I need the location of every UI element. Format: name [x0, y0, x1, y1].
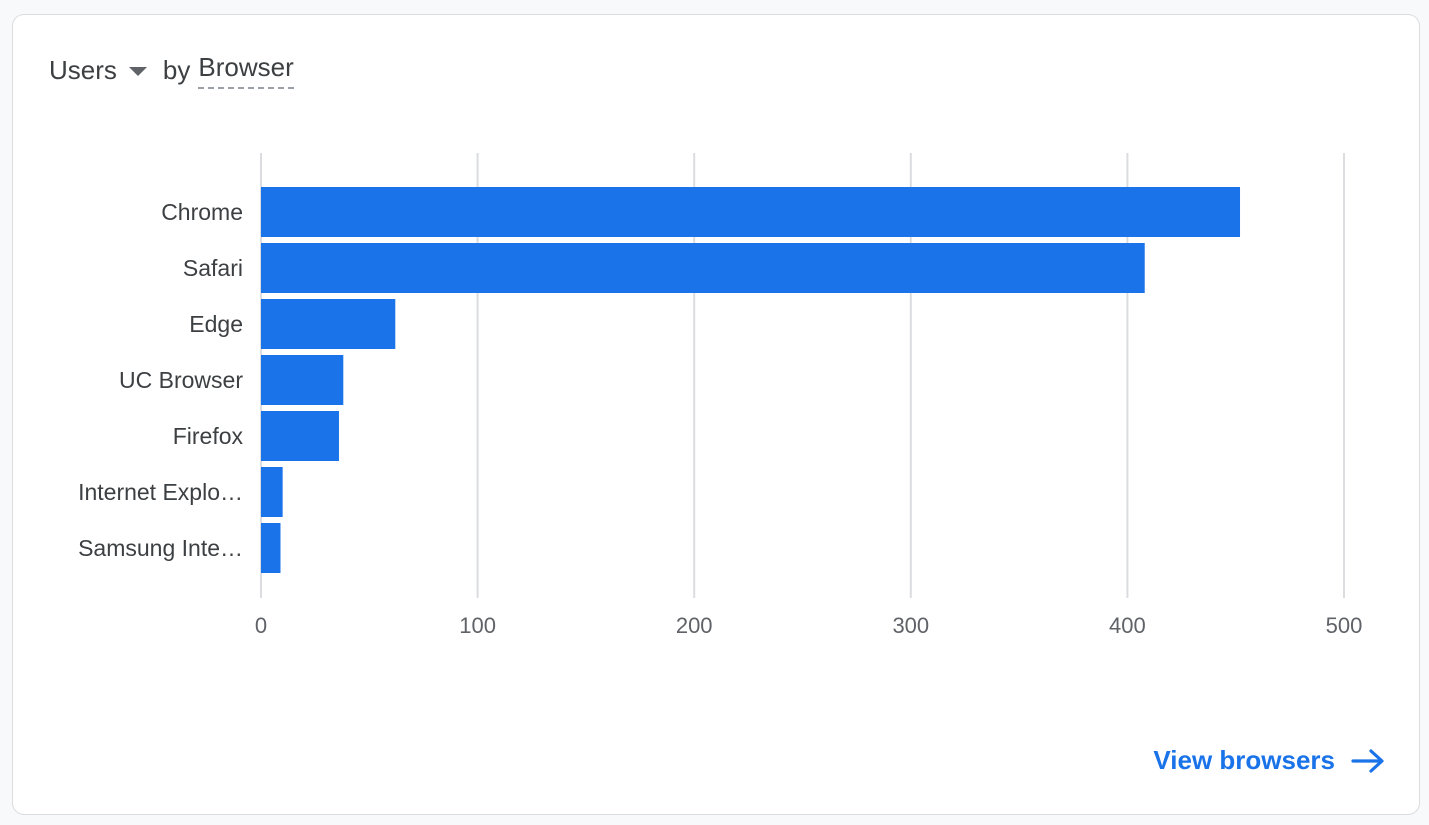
category-label: Safari: [183, 255, 243, 281]
browser-users-card: [12, 14, 1420, 815]
by-label: by: [162, 55, 191, 85]
category-label: UC Browser: [119, 367, 243, 393]
bar: [261, 411, 339, 461]
caret-down-icon: [128, 67, 147, 76]
dimension-selector[interactable]: Browser: [198, 52, 294, 89]
browser-bar-chart: 0 100 200 300 400 500 Chrome Safari Edge UC Brows…: [78, 153, 1363, 638]
bar: [261, 299, 396, 349]
arrow-right-icon: [1351, 748, 1384, 773]
x-tick-label: 0: [255, 613, 267, 638]
category-label: Samsung Inte…: [78, 535, 243, 561]
metric-dropdown[interactable]: Users: [49, 55, 147, 86]
bar: [261, 187, 1241, 237]
x-tick-label: 500: [1326, 613, 1363, 638]
category-label: Internet Explo…: [78, 479, 243, 505]
bar: [261, 523, 281, 573]
category-label: Firefox: [173, 423, 244, 449]
bar: [261, 355, 344, 405]
view-browsers-link[interactable]: View browsers: [1153, 745, 1385, 776]
x-tick-label: 200: [676, 613, 713, 638]
bar: [261, 243, 1145, 293]
bar: [261, 467, 283, 517]
card-title: Users by Browser: [49, 52, 294, 89]
metric-dropdown-label: Users: [49, 55, 117, 85]
category-label: Edge: [189, 311, 243, 337]
category-label: Chrome: [161, 199, 243, 225]
view-browsers-label: View browsers: [1153, 745, 1335, 775]
x-tick-label: 300: [892, 613, 929, 638]
x-tick-label: 400: [1109, 613, 1146, 638]
x-tick-label: 100: [459, 613, 496, 638]
